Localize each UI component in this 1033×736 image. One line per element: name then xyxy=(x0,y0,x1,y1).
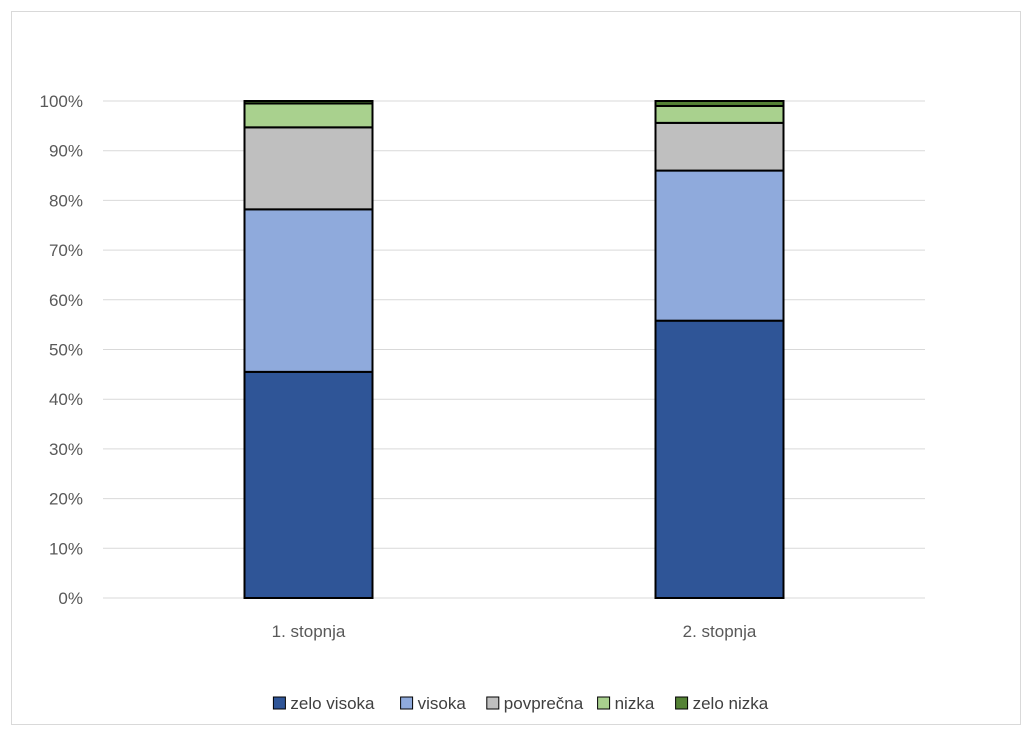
legend-swatch xyxy=(486,696,500,710)
legend-label: povprečna xyxy=(504,694,584,713)
bar-segment-nizka xyxy=(243,102,374,129)
bar-segment-zelo-nizka xyxy=(654,100,785,107)
legend-swatch xyxy=(675,696,689,710)
legend: zelo visoka visoka povprečna nizka zelo nizk… xyxy=(272,694,769,713)
legend-item-visoka: visoka xyxy=(400,694,467,713)
y-axis-tick-labels: 0% 10% 20% 30% 40% 50% 60% 70% 80% 90% 100% xyxy=(40,92,83,608)
y-tick-label: 10% xyxy=(49,539,83,558)
gridlines xyxy=(103,100,925,599)
bar-segment-povprečna xyxy=(243,126,374,211)
y-tick-label: 50% xyxy=(49,341,83,360)
legend-item-povprečna: povprečna xyxy=(486,694,584,713)
x-tick-label: 2. stopnja xyxy=(683,622,757,641)
legend-swatch xyxy=(272,696,286,710)
y-tick-label: 30% xyxy=(49,440,83,459)
chart-area xyxy=(11,11,1021,725)
bar-segment-zelo-visoka xyxy=(654,319,785,599)
bars xyxy=(243,100,785,599)
bar-segment-zelo-visoka xyxy=(243,370,374,599)
legend-label: nizka xyxy=(615,694,655,713)
y-tick-label: 70% xyxy=(49,241,83,260)
legend-label: zelo visoka xyxy=(290,694,375,713)
y-tick-label: 0% xyxy=(58,589,83,608)
bar-segment-povprečna xyxy=(654,121,785,172)
y-tick-label: 40% xyxy=(49,390,83,409)
x-axis-tick-labels: 1. stopnja 2. stopnja xyxy=(272,622,757,641)
bar-segment-zelo-nizka xyxy=(243,100,374,105)
legend-item-nizka: nizka xyxy=(597,694,655,713)
x-tick-label: 1. stopnja xyxy=(272,622,346,641)
legend-label: visoka xyxy=(418,694,467,713)
legend-item-zelo-visoka: zelo visoka xyxy=(272,694,375,713)
legend-swatch xyxy=(400,696,414,710)
legend-swatch xyxy=(597,696,611,710)
y-tick-label: 100% xyxy=(40,92,83,111)
bar-segment-nizka xyxy=(654,104,785,124)
legend-label: zelo nizka xyxy=(693,694,769,713)
y-tick-label: 60% xyxy=(49,291,83,310)
y-tick-label: 80% xyxy=(49,191,83,210)
y-tick-label: 90% xyxy=(49,142,83,161)
bar-segment-visoka xyxy=(654,169,785,322)
legend-item-zelo-nizka: zelo nizka xyxy=(675,694,769,713)
bar-segment-visoka xyxy=(243,208,374,373)
y-tick-label: 20% xyxy=(49,490,83,509)
